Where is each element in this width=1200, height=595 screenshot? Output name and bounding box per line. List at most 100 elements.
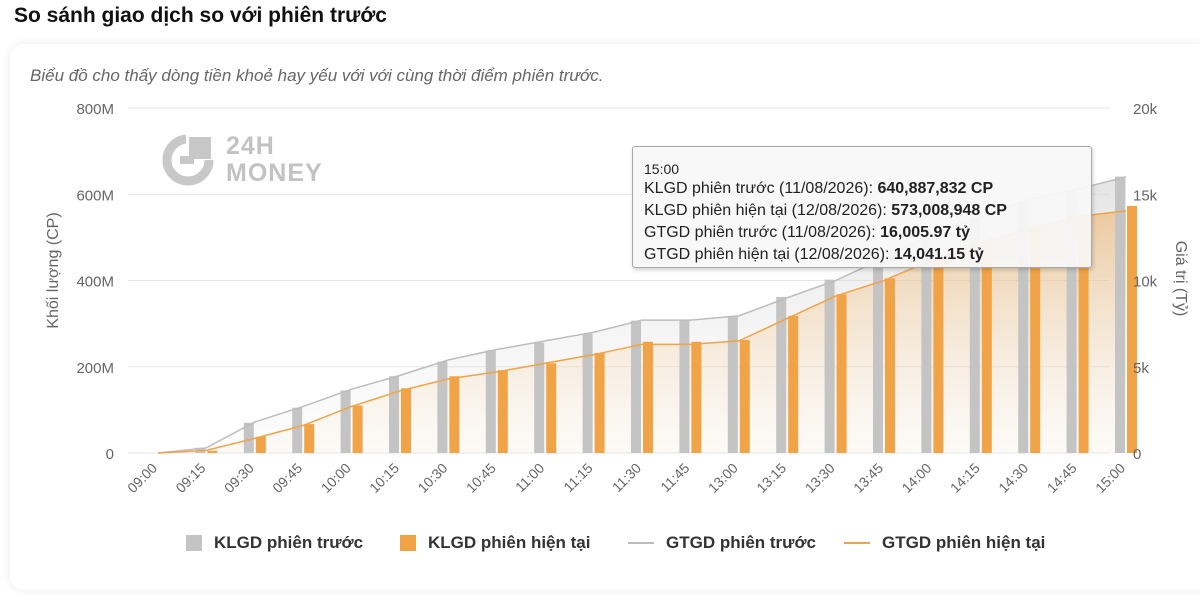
chart-tooltip: 15:00 KLGD phiên trước (11/08/2026): 640… [632, 146, 1092, 268]
bar-curr-volume [691, 341, 702, 453]
y-left-tick-label: 0 [106, 446, 114, 463]
bar-curr-volume [449, 376, 460, 453]
tooltip-row: GTGD phiên hiện tại (12/08/2026): 14,041… [644, 246, 984, 264]
x-tick-label: 14:30 [995, 460, 1031, 496]
tooltip-row: KLGD phiên hiện tại (12/08/2026): 573,00… [644, 202, 1007, 220]
bar-prev-volume [1018, 200, 1029, 453]
tooltip-row: KLGD phiên trước (11/08/2026): 640,887,8… [644, 180, 993, 198]
bar-prev-volume [485, 350, 496, 453]
legend-item-curr-value[interactable]: GTGD phiên hiện tại [844, 530, 1045, 556]
legend-label: KLGD phiên trước [214, 533, 364, 552]
bar-curr-volume [401, 388, 411, 453]
y-right-tick-label: 0 [1133, 446, 1141, 463]
bar-prev-volume [679, 320, 690, 453]
x-tick-label: 10:30 [414, 460, 450, 496]
bar-curr-volume [643, 341, 653, 453]
bar-curr-volume [1030, 228, 1041, 453]
tooltip-value: 640,887,832 CP [877, 180, 994, 197]
tooltip-label: GTGD phiên hiện tại (12/08/2026): [644, 246, 894, 263]
bar-prev-volume [292, 407, 303, 453]
area-curr-value [158, 210, 1126, 453]
page-title: So sánh giao dịch so với phiên trước [14, 4, 387, 27]
bar-curr-volume [594, 352, 605, 453]
bar-curr-volume [933, 258, 944, 453]
x-tick-label: 11:45 [657, 460, 693, 496]
tooltip-row: GTGD phiên trước (11/08/2026): 16,005.97… [644, 224, 970, 242]
y-left-tick-label: 600M [76, 187, 114, 204]
bar-curr-volume [739, 340, 750, 453]
legend-label: GTGD phiên trước [666, 533, 817, 552]
x-tick-label: 09:15 [172, 460, 208, 496]
y-right-tick-label: 15k [1133, 187, 1158, 204]
bar-prev-volume [921, 233, 932, 453]
bar-curr-volume [255, 436, 266, 453]
tooltip-value: 14,041.15 tỷ [893, 246, 984, 263]
legend-line-prev-value [628, 542, 654, 544]
bar-curr-volume [981, 241, 992, 453]
tooltip-time: 15:00 [644, 161, 680, 177]
legend-item-prev-value[interactable]: GTGD phiên trước [628, 530, 816, 556]
watermark-logo-icon [162, 134, 216, 186]
bar-prev-volume [340, 390, 351, 453]
bar-prev-volume [437, 361, 448, 453]
bar-curr-volume [1127, 205, 1137, 453]
tooltip-value: 16,005.97 tỷ [880, 224, 970, 241]
bar-curr-volume [885, 278, 895, 453]
bar-curr-volume [836, 294, 847, 453]
bar-prev-volume [534, 342, 545, 453]
x-tick-label: 11:30 [609, 460, 645, 496]
legend-label: GTGD phiên hiện tại [882, 533, 1046, 552]
bar-prev-volume [776, 296, 787, 453]
legend-swatch-prev-volume [186, 535, 202, 551]
x-tick-label: 09:00 [124, 460, 160, 496]
bar-curr-volume [546, 363, 557, 453]
y-left-tick-label: 400M [76, 274, 114, 291]
tooltip-label: GTGD phiên trước (11/08/2026): [644, 224, 881, 241]
y-right-tick-label: 10k [1133, 274, 1158, 291]
bar-prev-volume [1115, 176, 1125, 453]
x-tick-label: 14:00 [898, 460, 934, 496]
y-right-tick-label: 20k [1133, 101, 1158, 118]
bar-curr-volume [207, 450, 218, 453]
x-tick-label: 13:15 [753, 460, 789, 496]
bar-prev-volume [582, 333, 593, 453]
bar-prev-volume [824, 279, 835, 453]
bar-prev-volume [243, 422, 254, 453]
legend-item-curr-volume[interactable]: KLGD phiên hiện tại [400, 530, 590, 556]
chart-subtitle: Biểu đồ cho thấy dòng tiền khoẻ hay yếu … [30, 66, 604, 85]
x-tick-label: 13:00 [705, 460, 741, 496]
tooltip-value: 573,008,948 CP [891, 202, 1007, 219]
x-tick-label: 13:45 [850, 460, 886, 496]
watermark-logo-text: 24H MONEY [226, 133, 323, 187]
bar-prev-volume [1066, 189, 1077, 453]
legend-item-prev-volume[interactable]: KLGD phiên trước [186, 530, 363, 556]
x-tick-label: 15:00 [1092, 460, 1128, 496]
bar-prev-volume [389, 376, 399, 453]
x-tick-label: 14:45 [1044, 460, 1080, 496]
legend-label: KLGD phiên hiện tại [428, 533, 591, 552]
chart-legend: KLGD phiên trước KLGD phiên hiện tại GTG… [0, 530, 1200, 556]
x-tick-label: 11:00 [512, 460, 548, 496]
y-right-axis-title: Giá trị (Tỷ) [1172, 241, 1189, 317]
x-tick-label: 10:00 [318, 460, 354, 496]
legend-swatch-curr-volume [400, 535, 416, 551]
bar-prev-volume [873, 258, 883, 453]
y-left-tick-label: 800M [76, 101, 114, 118]
bar-curr-volume [352, 405, 363, 453]
bar-curr-volume [1078, 216, 1089, 453]
x-tick-label: 09:30 [221, 460, 257, 496]
x-tick-label: 10:45 [463, 460, 499, 496]
area-layer [158, 176, 1126, 453]
bar-prev-volume [631, 320, 641, 453]
bar-layer [195, 176, 1137, 453]
x-tick-label: 10:15 [366, 460, 402, 496]
bar-prev-volume [727, 315, 738, 453]
y-left-axis-title: Khối lượng (CP) [45, 212, 62, 328]
y-left-tick-label: 200M [76, 360, 114, 377]
x-tick-label: 11:15 [560, 460, 596, 496]
bar-curr-volume [497, 370, 508, 453]
y-right-tick-label: 5k [1133, 360, 1149, 377]
x-tick-label: 14:15 [947, 460, 983, 496]
bar-curr-volume [304, 424, 315, 453]
